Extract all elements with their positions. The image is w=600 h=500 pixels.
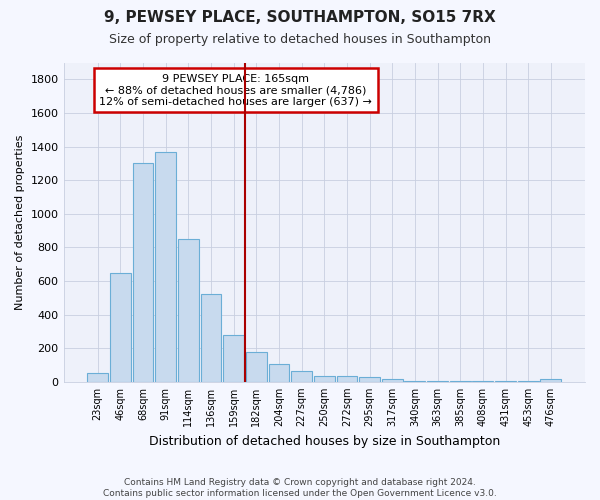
Bar: [541, 380, 561, 382]
Bar: [382, 380, 403, 382]
Text: Contains HM Land Registry data © Crown copyright and database right 2024.
Contai: Contains HM Land Registry data © Crown c…: [103, 478, 497, 498]
Bar: [337, 376, 358, 382]
Bar: [427, 381, 448, 382]
Bar: [246, 352, 267, 382]
Bar: [495, 381, 516, 382]
Text: 9, PEWSEY PLACE, SOUTHAMPTON, SO15 7RX: 9, PEWSEY PLACE, SOUTHAMPTON, SO15 7RX: [104, 10, 496, 25]
Bar: [359, 378, 380, 382]
Bar: [450, 381, 470, 382]
Bar: [518, 381, 539, 382]
Bar: [291, 371, 312, 382]
Bar: [269, 364, 289, 382]
Text: Size of property relative to detached houses in Southampton: Size of property relative to detached ho…: [109, 32, 491, 46]
Bar: [200, 294, 221, 382]
Bar: [110, 274, 131, 382]
Text: 9 PEWSEY PLACE: 165sqm
← 88% of detached houses are smaller (4,786)
12% of semi-: 9 PEWSEY PLACE: 165sqm ← 88% of detached…: [99, 74, 372, 107]
Bar: [223, 335, 244, 382]
Bar: [155, 152, 176, 382]
Bar: [472, 381, 493, 382]
Bar: [404, 381, 425, 382]
Bar: [133, 164, 154, 382]
Bar: [87, 372, 108, 382]
X-axis label: Distribution of detached houses by size in Southampton: Distribution of detached houses by size …: [149, 434, 500, 448]
Bar: [178, 240, 199, 382]
Bar: [314, 376, 335, 382]
Y-axis label: Number of detached properties: Number of detached properties: [15, 134, 25, 310]
